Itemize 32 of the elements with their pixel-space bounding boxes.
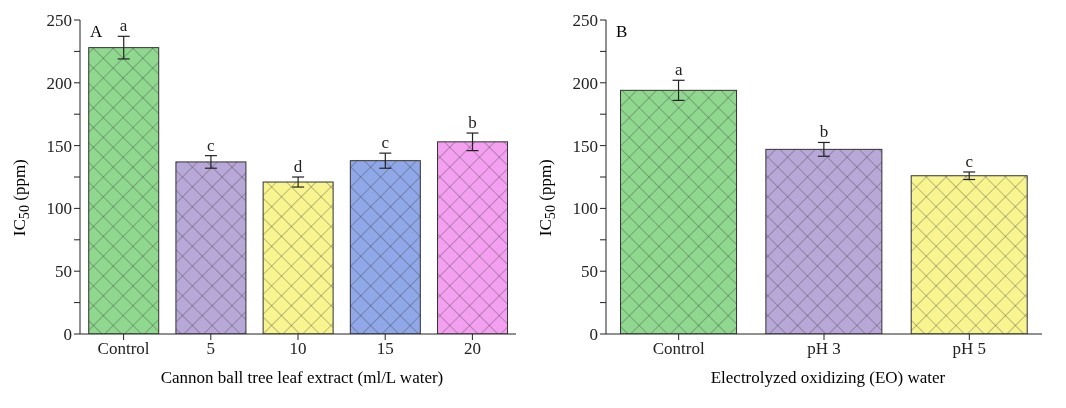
x-axis-title: Cannon ball tree leaf extract (ml/L water) [159,368,445,388]
y-tick-label: 50 [581,262,598,282]
x-tick-label: Control [652,339,705,359]
x-tick-label: 5 [206,339,216,359]
y-tick-label: 100 [572,199,598,219]
chart-title: A [90,22,103,42]
y-tick-label: 250 [572,11,598,31]
x-axis-title: Electrolyzed oxidizing (EO) water [709,368,947,388]
y-tick-label: 150 [572,136,598,156]
x-tick-label: 20 [463,339,481,359]
annotation: c [381,133,390,153]
y-tick-label: 50 [55,262,72,282]
annotation: a [674,60,683,80]
y-tick-label: 150 [46,136,72,156]
y-tick-label: 200 [572,73,598,93]
annotation: c [207,135,216,155]
x-tick-label: Control [97,339,150,359]
annotation: b [819,122,829,142]
y-tick-label: 0 [589,325,598,345]
annotation: c [965,151,974,171]
x-tick-label: pH 3 [807,339,841,359]
y-tick-label: 100 [46,199,72,219]
annotation: b [468,113,477,133]
y-tick-label: 0 [63,325,72,345]
x-tick-label: pH 5 [952,339,987,359]
x-tick-label: 15 [376,339,394,359]
y-tick-label: 200 [46,73,72,93]
annotation: d [293,157,303,176]
chart-title: B [616,22,628,42]
annotation: a [119,16,128,36]
y-tick-label: 250 [46,11,72,31]
x-tick-label: 10 [289,339,307,359]
